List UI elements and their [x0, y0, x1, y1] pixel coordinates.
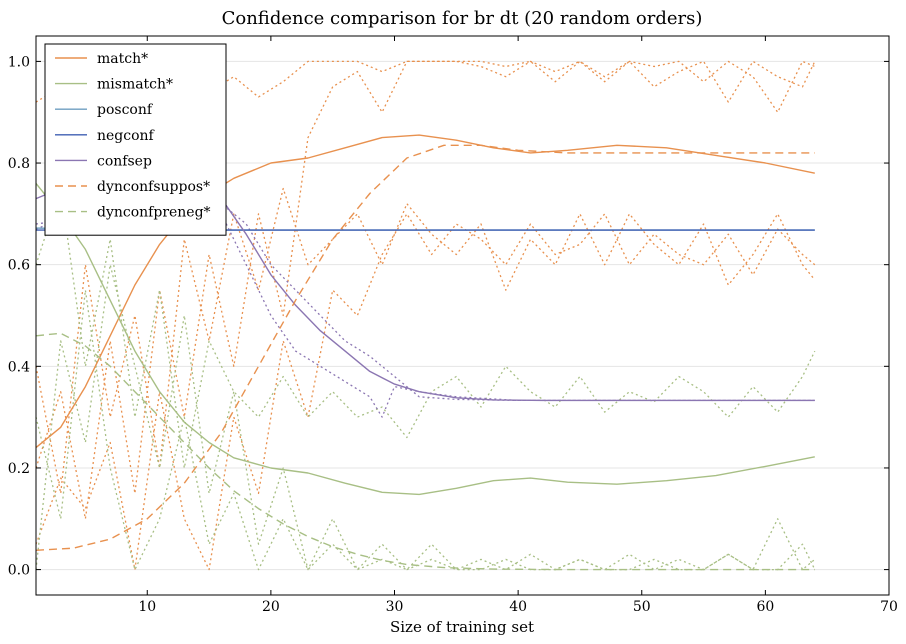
background-series-line-7 — [35, 192, 815, 418]
y-tick-label: 0.2 — [8, 461, 30, 477]
series-line-dynconfsuppos — [35, 144, 815, 551]
x-tick-label: 60 — [756, 599, 774, 615]
background-series-line-2 — [35, 187, 816, 495]
axis-ticks: 0.0 0.2 0.4 0.6 0.8 1.0 10 20 30 40 50 60 70 — [8, 36, 898, 615]
x-tick-label: 70 — [880, 599, 898, 615]
y-tick-label: 1.0 — [8, 54, 30, 70]
plot-frame — [35, 35, 890, 596]
x-tick-label: 30 — [386, 599, 404, 615]
x-tick-label: 50 — [633, 599, 651, 615]
x-tick-label: 20 — [262, 599, 280, 615]
background-series-line-5 — [35, 289, 816, 571]
series-line-dynconfpreneg — [35, 332, 815, 571]
series-line-mismatch — [35, 182, 815, 496]
y-tick-label: 0.4 — [8, 359, 30, 375]
y-tick-label: 0.6 — [8, 258, 30, 274]
legend: match* mismatch* posconf negconf confsep dync… — [44, 43, 227, 236]
legend-label: confsep — [97, 153, 152, 169]
legend-label: dynconfpreneg* — [97, 205, 211, 221]
legend-label: posconf — [97, 102, 154, 118]
y-tick-label: 0.0 — [8, 563, 30, 579]
legend-label: mismatch* — [97, 77, 173, 93]
x-tick-label: 40 — [509, 599, 527, 615]
chart-title: Confidence comparison for br dt (20 rand… — [222, 8, 703, 29]
legend-label: match* — [97, 51, 148, 67]
legend-box — [44, 43, 227, 236]
x-axis-label: Size of training set — [390, 618, 534, 636]
background-series-line-6 — [35, 264, 816, 571]
x-tick-label: 10 — [138, 599, 156, 615]
legend-label: dynconfsuppos* — [97, 179, 210, 195]
background-series-line-3 — [35, 213, 816, 571]
y-tick-label: 0.8 — [8, 156, 30, 172]
background-series-line-1 — [35, 60, 816, 520]
legend-label: negconf — [97, 128, 156, 144]
series-line-match — [35, 134, 815, 449]
